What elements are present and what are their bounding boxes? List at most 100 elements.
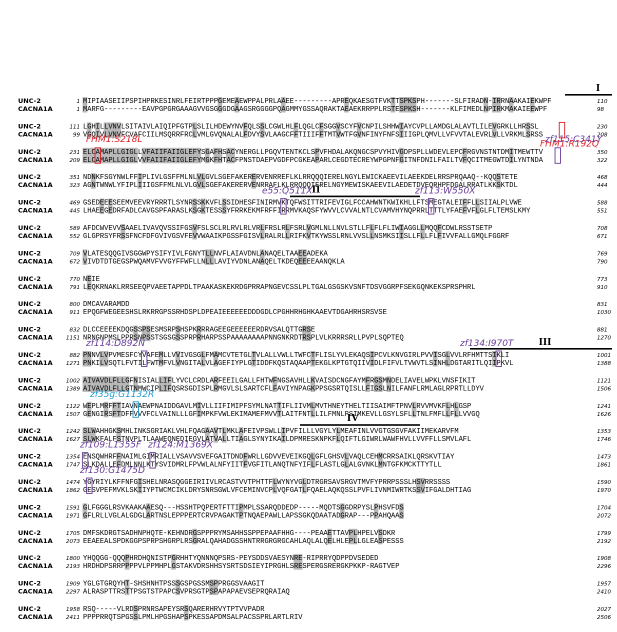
identity-shade [226,147,235,164]
sequence: YHQQGG-QQQPHRDHQNISTPGRHHTYQNNNQPSRS-PEY… [83,555,378,563]
mutation-label: zf115:C341Y [544,135,604,145]
end-position: 1970 [597,488,611,494]
start-position: 111 [70,124,81,130]
sequence-name: CACNA1A [18,435,53,443]
identity-shade [285,224,290,240]
sequence: SLWKFALFSTNVPLTLAAWEQNEDIEGVLATVALLTIAGL… [83,436,471,444]
start-position: 1971 [66,513,80,519]
identity-shade [259,249,265,265]
end-position: 671 [597,234,608,240]
identity-shade [86,274,92,291]
identity-shade [183,605,189,621]
start-position: 1909 [66,582,80,588]
sequence: GESVPEFMVKLSKIIYPTWCMCIKLDRYSNRSGWLVFCEM… [83,487,471,495]
sequence-name: UNC-2 [18,351,41,359]
sequence-name: UNC-2 [18,122,41,130]
identity-shade [344,97,349,113]
identity-shade [280,97,286,113]
start-position: 1002 [66,378,80,384]
identity-shade [145,503,151,519]
domain-label: IV [347,412,359,424]
sequence: ELCAMAPLLGIGLLVFAIIFAIIGLEFYSGAFHSACYNER… [83,149,544,157]
mutation-box [558,121,566,139]
end-position: 2410 [597,590,611,596]
identity-shade [213,147,223,164]
sequence: EEAEEALSPDKGGPSPRPSHGRPLRSGRALQAHADGSSHN… [83,538,404,546]
sequence: AGNTWNWLYFIPLIIIGSFFMLNLVLGVLSGEFAKERERV… [83,182,518,190]
identity-shade [251,173,257,189]
sequence-name: UNC-2 [18,453,41,461]
identity-shade [242,122,248,138]
identity-shade [302,478,307,494]
end-position: 1270 [597,336,611,342]
sequence: AIVAVDLFLLGTNMWCIPLIFQSRSGDISPLRMGVLSLSA… [83,385,485,393]
end-position: 790 [597,259,608,265]
sequence-name: CACNA1A [18,232,53,240]
start-position: 1242 [66,429,80,435]
identity-shade [116,427,121,443]
identity-shade [491,97,501,113]
start-position: 323 [70,183,81,189]
end-position: 1241 [597,404,611,410]
identity-shade [496,173,501,189]
end-position: 551 [597,209,608,215]
identity-shade [82,249,88,265]
sequence-name: CACNA1A [18,562,53,570]
identity-shade [133,325,138,342]
sequence: RSQ-----VLRDSPRNRSAPEYSRSQARERHRVYTPTVVP… [83,606,265,614]
identity-shade [508,147,514,164]
end-position: 1746 [597,437,611,443]
start-position: 1507 [66,412,80,418]
identity-shade [306,224,311,240]
sequence: GLGPRSYFRSSFNCFDFGVIVGSVFEVVWAAIKPGSSFGI… [83,233,509,241]
sequence-name: CACNA1A [18,359,53,367]
identity-shade [137,478,143,494]
identity-shade [491,351,497,367]
end-position: 2072 [597,513,611,519]
identity-shade [293,122,299,138]
identity-shade [86,122,92,138]
sequence-name: UNC-2 [18,199,41,207]
mutation-box [86,477,93,494]
identity-shade [91,173,96,189]
domain-label: III [539,336,552,348]
identity-shade [399,224,404,240]
identity-shade [310,376,316,392]
identity-shade [310,401,316,418]
sequence-name: UNC-2 [18,605,41,613]
identity-shade [175,351,181,367]
identity-shade [116,452,121,469]
identity-shade [335,122,341,138]
identity-shade [297,249,307,265]
end-position: 881 [597,328,608,334]
end-position: 1704 [597,505,611,511]
sequence: PNNVLVPVMESFCYVAFEMLLVVIVGSGLFMAMCVTETGL… [83,352,509,360]
sequence: ENSQWHRFFNAIMLGIMRIALLVSAVVSVEFGAITDNDFW… [83,454,455,462]
sequence-name: CACNA1A [18,181,53,189]
sequence: GENGIRSFTDFFVVVFCLVAINLLLGFIMPKFVWLEKIMA… [83,411,480,419]
start-position: 1627 [66,437,80,443]
end-position: 468 [597,175,608,181]
end-position: 1388 [597,361,611,367]
start-position: 445 [70,209,81,215]
mutation-label: zf35g:G1132R [89,390,154,400]
identity-shade [432,351,438,367]
end-position: 1030 [597,310,611,316]
start-position: 1122 [66,404,80,410]
sequence-name: UNC-2 [18,580,41,588]
identity-shade [82,97,88,113]
sequence-name: CACNA1A [18,410,53,418]
identity-shade [348,528,358,545]
sequence: AFDCWVEVVSAAELIVAVQVSSIFGSVFSLSCLRLRVLRL… [83,225,492,233]
identity-shade [373,503,379,519]
end-position: 1473 [597,455,611,461]
sequence-name: CACNA1A [18,308,53,316]
identity-shade [209,579,219,596]
identity-shade [365,376,370,392]
start-position: 2073 [66,539,80,545]
identity-shade [259,122,265,138]
identity-shade [302,325,311,342]
domain-bar [290,195,420,198]
mutation-label: e55:Q511X [262,187,313,197]
